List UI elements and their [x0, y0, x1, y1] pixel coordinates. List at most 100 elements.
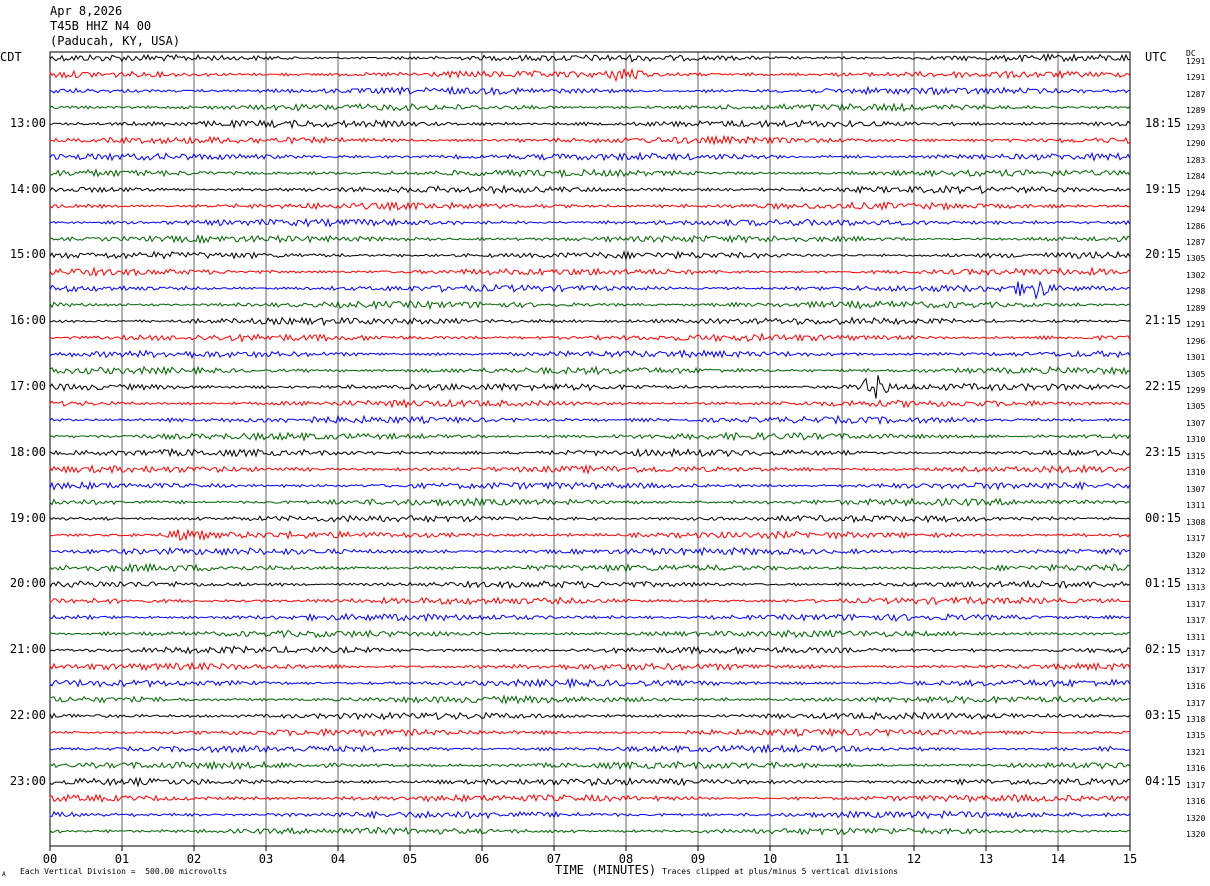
- seismic-trace: [49, 332, 1131, 343]
- dc-offset-label: 1284: [1186, 172, 1206, 182]
- x-tick-label: 10: [762, 852, 778, 866]
- seismic-trace: [49, 431, 1131, 442]
- seismic-trace: [49, 447, 1131, 458]
- seismic-trace: [49, 299, 1131, 311]
- dc-offset-label: 1307: [1186, 484, 1206, 494]
- x-tick-label: 07: [546, 852, 562, 866]
- seismic-trace: [49, 628, 1131, 639]
- dc-offset-label: 1305: [1186, 254, 1206, 264]
- dc-offset-label: 1316: [1186, 682, 1206, 692]
- seismic-trace: [49, 266, 1131, 278]
- dc-offset-label: 1312: [1186, 566, 1206, 576]
- dc-offset-label: 1317: [1186, 649, 1206, 659]
- x-tick-label: 05: [402, 852, 418, 866]
- dc-offset-label: 1291: [1186, 73, 1206, 83]
- seismic-trace: [49, 119, 1131, 130]
- utc-hour-label: 03:15: [1145, 708, 1182, 722]
- dc-offset-label: 1293: [1186, 122, 1206, 132]
- seismic-trace: [49, 134, 1131, 146]
- seismic-trace: [49, 711, 1131, 721]
- x-axis-title: TIME (MINUTES): [555, 863, 657, 877]
- dc-offset-label: 1311: [1186, 501, 1206, 511]
- seismic-trace: [49, 727, 1131, 738]
- seismic-trace: [49, 398, 1131, 409]
- dc-offset-label: 1291: [1186, 57, 1206, 66]
- utc-hour-label: 00:15: [1145, 510, 1182, 525]
- dc-offset-label: 1317: [1186, 534, 1206, 544]
- dc-offset-label: 1316: [1186, 764, 1206, 774]
- seismic-trace: [49, 102, 1131, 112]
- cdt-hour-label: 21:00: [9, 642, 46, 657]
- dc-offset-label: 1317: [1186, 698, 1206, 708]
- dc-offset-label: 1308: [1186, 517, 1206, 527]
- cdt-hour-label: 14:00: [9, 181, 46, 196]
- x-tick-label: 11: [834, 852, 850, 866]
- seismic-trace: [49, 677, 1131, 689]
- x-tick-label: 08: [618, 852, 634, 866]
- dc-offset-label: 1320: [1186, 813, 1206, 823]
- dc-offset-label: 1289: [1186, 106, 1206, 116]
- cdt-hour-label: 23:00: [9, 773, 46, 788]
- corner-mark: A: [2, 871, 6, 878]
- seismic-trace: [49, 497, 1131, 507]
- seismic-trace: [49, 375, 1131, 399]
- cdt-hour-label: 19:00: [9, 510, 46, 525]
- dc-offset-label: 1283: [1186, 155, 1206, 165]
- dc-offset-label: 1307: [1186, 418, 1206, 428]
- seismic-trace: [49, 776, 1131, 788]
- scale-note: Each Vertical Division = 500.00 microvol…: [20, 867, 228, 876]
- utc-hour-label: 01:15: [1145, 576, 1182, 591]
- dc-offset-label: 1289: [1186, 303, 1206, 313]
- x-tick-label: 02: [186, 852, 202, 866]
- seismic-trace: [49, 414, 1131, 425]
- dc-offset-label: 1317: [1186, 616, 1206, 626]
- seismic-trace: [49, 826, 1131, 836]
- dc-offset-label: 1318: [1186, 715, 1206, 724]
- seismic-trace: [49, 280, 1131, 301]
- seismic-trace: [49, 200, 1131, 212]
- cdt-hour-label: 16:00: [9, 313, 46, 328]
- clip-note: Traces clipped at plus/minus 5 vertical …: [662, 867, 899, 876]
- header-location: (Paducah, KY, USA): [50, 34, 181, 48]
- seismic-trace: [49, 463, 1131, 475]
- dc-offset-label: 1291: [1186, 320, 1206, 330]
- x-tick-label: 15: [1122, 852, 1138, 866]
- seismic-trace: [49, 579, 1131, 590]
- seismic-trace: [49, 694, 1131, 705]
- dc-offset-label: 1313: [1186, 583, 1206, 593]
- right-timezone-label: UTC: [1145, 50, 1167, 64]
- seismic-trace: [49, 514, 1131, 524]
- seismic-trace: [49, 151, 1131, 162]
- dc-offset-label: 1298: [1186, 287, 1206, 297]
- utc-hour-label: 23:15: [1145, 444, 1182, 459]
- dc-offset-label: 1287: [1186, 237, 1206, 247]
- x-tick-label: 01: [114, 852, 130, 866]
- dc-offset-label: 1305: [1186, 369, 1206, 379]
- cdt-hour-label: 13:00: [9, 115, 46, 130]
- x-tick-label: 14: [1050, 852, 1066, 866]
- utc-hour-label: 22:15: [1145, 379, 1182, 393]
- seismic-trace: [49, 349, 1131, 359]
- seismic-trace: [49, 546, 1131, 557]
- x-tick-label: 00: [42, 852, 58, 866]
- seismic-trace: [49, 661, 1131, 672]
- dc-offset-label: 1302: [1186, 270, 1206, 280]
- cdt-hour-label: 20:00: [9, 576, 46, 591]
- dc-offset-label: 1296: [1186, 336, 1206, 346]
- cdt-hour-label: 22:00: [9, 708, 46, 722]
- seismic-trace: [49, 595, 1131, 606]
- dc-offset-label: 1311: [1186, 632, 1206, 642]
- seismic-trace: [49, 793, 1131, 804]
- seismic-trace: [49, 316, 1131, 327]
- seismic-trace: [49, 184, 1131, 195]
- dc-offset-label: 1317: [1186, 780, 1206, 790]
- seismic-trace: [49, 743, 1131, 754]
- dc-offset-label: 1286: [1186, 221, 1206, 231]
- dc-offset-label: 1305: [1186, 402, 1206, 412]
- cdt-hour-label: 15:00: [9, 247, 46, 262]
- dc-offset-label: 1294: [1186, 205, 1206, 215]
- dc-offset-label: 1310: [1186, 435, 1206, 445]
- dc-offset-label: 1317: [1186, 599, 1206, 609]
- seismic-trace: [49, 480, 1131, 491]
